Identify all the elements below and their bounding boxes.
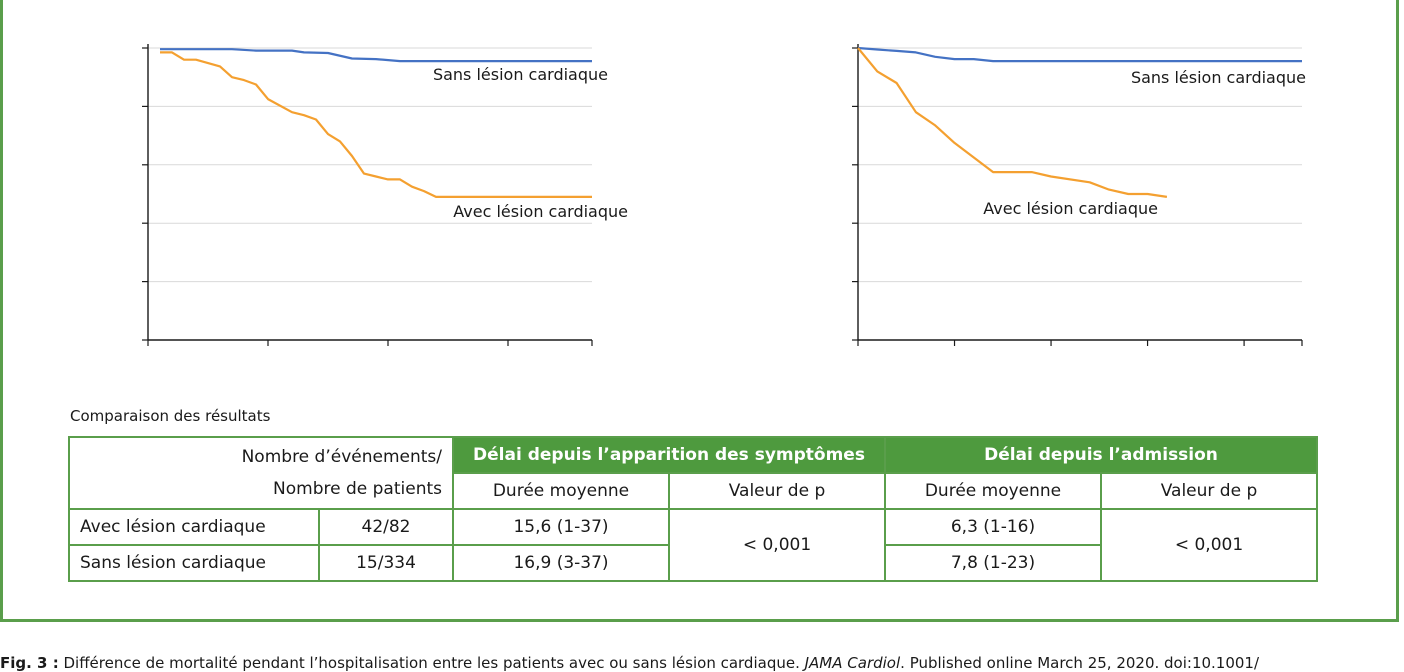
group-header-admission: Délai depuis l’admission <box>884 436 1318 474</box>
row-mean-symptoms: 16,9 (3-37) <box>452 544 670 582</box>
series-line-sans-lesion <box>857 46 1302 63</box>
chart-admission: Sans lésion cardiaque Avec lésion cardiaq… <box>852 44 1306 346</box>
caption-text: Différence de mortalité pendant l’hospit… <box>58 654 805 672</box>
results-table: Nombre d’événements/ Nombre de patients … <box>68 436 1318 582</box>
series-line-avec-lesion <box>160 51 592 198</box>
row-label: Avec lésion cardiaque <box>68 508 320 546</box>
row-mean-admission: 7,8 (1-23) <box>884 544 1102 582</box>
table-header-row: Nombre d’événements/ Nombre de patients … <box>68 436 1318 510</box>
series-line-sans-lesion <box>160 48 592 63</box>
col-header-p-symptoms: Valeur de p <box>668 472 886 510</box>
p-value-admission: < 0,001 <box>1100 508 1318 582</box>
chart-symptoms: Sans lésion cardiaque Avec lésion cardiaq… <box>142 44 628 346</box>
p-value-symptoms: < 0,001 <box>668 508 886 582</box>
row-label: Sans lésion cardiaque <box>68 544 320 582</box>
row-count: 42/82 <box>318 508 454 546</box>
caption-rest: . Published online March 25, 2020. doi:1… <box>900 654 1260 672</box>
caption-label: Fig. 3 : <box>0 654 59 672</box>
col-header-p-admission: Valeur de p <box>1100 472 1318 510</box>
series-label: Sans lésion cardiaque <box>433 65 608 84</box>
table-row: Sans lésion cardiaque 15/334 16,9 (3-37)… <box>68 544 1317 582</box>
corner-line-2: Nombre de patients <box>273 479 442 499</box>
row-mean-symptoms: 15,6 (1-37) <box>452 508 670 546</box>
caption-journal: JAMA Cardiol <box>804 654 901 672</box>
figure-caption: Fig. 3 : Différence de mortalité pendant… <box>0 654 1404 672</box>
row-count: 15/334 <box>318 544 454 582</box>
series-label: Avec lésion cardiaque <box>453 202 628 221</box>
corner-line-1: Nombre d’événements/ <box>241 447 442 467</box>
row-mean-admission: 6,3 (1-16) <box>884 508 1102 546</box>
table-row: Avec lésion cardiaque 42/82 15,6 (1-37) … <box>68 508 1318 582</box>
series-label: Avec lésion cardiaque <box>983 199 1158 218</box>
figure-frame <box>0 0 1399 622</box>
group-header-symptoms: Délai depuis l’apparition des symptômes <box>452 436 886 474</box>
table-subheader-row: Durée moyenne Valeur de p Durée moyenne … <box>69 472 1318 510</box>
series-label: Sans lésion cardiaque <box>1131 68 1306 87</box>
col-header-mean-symptoms: Durée moyenne <box>452 472 670 510</box>
series-line-avec-lesion <box>857 47 1168 198</box>
col-header-mean-admission: Durée moyenne <box>884 472 1102 510</box>
table-corner-header: Nombre d’événements/ Nombre de patients <box>68 436 454 510</box>
table-section-title: Comparaison des résultats <box>70 407 271 425</box>
